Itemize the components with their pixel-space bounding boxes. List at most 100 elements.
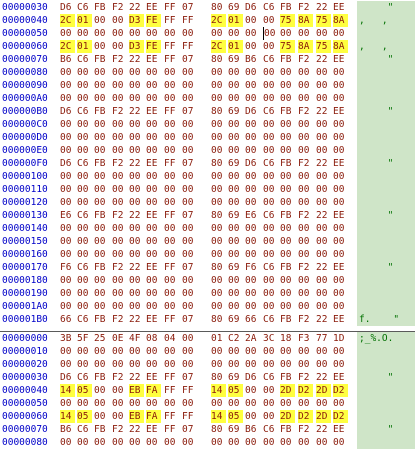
hex-byte[interactable]: F6 <box>60 262 72 273</box>
row-bytes[interactable]: 00 00 00 00 00 00 00 00 00 00 00 00 00 00 00 00 <box>60 274 357 287</box>
hex-byte[interactable]: F2 <box>298 424 310 435</box>
hex-byte[interactable]: 00 <box>333 28 345 39</box>
hex-byte[interactable]: 22 <box>129 314 141 325</box>
hex-byte[interactable]: 00 <box>298 119 310 130</box>
row-bytes[interactable]: 00 00 00 00 00 00 00 00 00 00 00 00 00 00 00 00 <box>60 248 357 261</box>
hex-byte[interactable]: 00 <box>263 301 275 312</box>
hex-byte[interactable]: 66 <box>245 314 257 325</box>
hex-byte[interactable]: FF <box>164 54 176 65</box>
hex-byte[interactable]: 00 <box>211 249 223 260</box>
hex-byte[interactable]: 00 <box>316 119 328 130</box>
hex-byte[interactable]: 00 <box>298 346 310 357</box>
hex-byte[interactable]: 00 <box>146 93 158 104</box>
hex-byte[interactable]: 00 <box>228 437 240 448</box>
hex-byte[interactable]: EE <box>333 314 345 325</box>
hex-byte[interactable]: 2D <box>280 410 295 423</box>
hex-byte[interactable]: 00 <box>263 437 275 448</box>
hex-byte[interactable]: 00 <box>182 197 194 208</box>
hex-byte[interactable]: 22 <box>316 314 328 325</box>
hex-byte[interactable]: 00 <box>316 67 328 78</box>
hex-byte[interactable]: 00 <box>94 119 106 130</box>
hex-byte[interactable]: 00 <box>333 119 345 130</box>
hex-byte[interactable]: 66 <box>60 314 72 325</box>
hex-byte[interactable]: 2D <box>316 410 331 423</box>
hex-byte[interactable]: D2 <box>298 410 313 423</box>
hex-row[interactable]: 00000190 00 00 00 00 00 00 00 00 00 00 00 00 00 00 00 00 <box>0 287 415 300</box>
hex-byte[interactable]: 00 <box>77 249 89 260</box>
hex-byte[interactable]: 00 <box>182 184 194 195</box>
hex-byte[interactable]: EE <box>333 158 345 169</box>
hex-byte[interactable]: 00 <box>182 119 194 130</box>
hex-byte[interactable]: 00 <box>94 145 106 156</box>
hex-byte[interactable]: 00 <box>112 301 124 312</box>
hex-row[interactable]: 000000E0 00 00 00 00 00 00 00 00 00 00 00 00 00 00 00 00 <box>0 144 415 157</box>
hex-row[interactable]: 00000130 E6 C6 FB F2 22 EE FF 07 80 69 E6 C6 FB F2 22 EE… <box>0 209 415 222</box>
hex-byte[interactable]: FF <box>164 372 176 383</box>
row-bytes[interactable]: D6 C6 FB F2 22 EE FF 07 80 69 D6 C6 FB F2 22 EE <box>60 157 357 170</box>
hex-byte[interactable]: 00 <box>245 249 257 260</box>
hex-byte[interactable]: 00 <box>263 346 275 357</box>
hex-byte[interactable]: 69 <box>228 158 240 169</box>
hex-byte[interactable]: 14 <box>60 384 75 397</box>
hex-byte[interactable]: 00 <box>94 15 106 26</box>
hex-byte[interactable]: 00 <box>129 236 141 247</box>
row-ascii[interactable] <box>357 410 415 423</box>
hex-byte[interactable]: 69 <box>228 372 240 383</box>
hex-byte[interactable]: 00 <box>228 301 240 312</box>
hex-byte[interactable]: 00 <box>182 223 194 234</box>
hex-byte[interactable]: FF <box>164 210 176 221</box>
hex-byte[interactable]: 00 <box>94 437 106 448</box>
hex-byte[interactable]: 00 <box>146 236 158 247</box>
hex-byte[interactable]: 07 <box>182 424 194 435</box>
hex-byte[interactable]: 00 <box>112 145 124 156</box>
hex-byte[interactable]: FB <box>94 2 106 13</box>
hex-byte[interactable]: C6 <box>77 314 89 325</box>
hex-byte[interactable]: 69 <box>228 54 240 65</box>
hex-byte[interactable]: 2D <box>280 384 295 397</box>
hex-byte[interactable]: 00 <box>77 132 89 143</box>
hex-byte[interactable]: 00 <box>333 132 345 143</box>
row-bytes[interactable]: E6 C6 FB F2 22 EE FF 07 80 69 E6 C6 FB F2 22 EE <box>60 209 357 222</box>
hex-byte[interactable]: 80 <box>211 2 223 13</box>
hex-byte[interactable]: 22 <box>316 210 328 221</box>
hex-byte[interactable]: 00 <box>316 132 328 143</box>
hex-byte[interactable]: 2C <box>211 14 226 27</box>
hex-row[interactable]: 00000050 00 00 00 00 00 00 00 00 00 00 00 00 00 00 00 00 <box>0 27 415 40</box>
hex-byte[interactable]: 00 <box>245 437 257 448</box>
hex-byte[interactable]: 00 <box>146 28 158 39</box>
row-bytes[interactable]: 00 00 00 00 00 00 00 00 00 00 00 00 00 00 00 00 <box>60 66 357 79</box>
row-bytes[interactable]: D6 C6 FB F2 22 EE FF 07 80 69 D6 C6 FB F2 22 EE <box>60 1 357 14</box>
hex-byte[interactable]: 00 <box>228 28 240 39</box>
hex-byte[interactable]: 00 <box>333 67 345 78</box>
hex-byte[interactable]: 00 <box>94 398 106 409</box>
hex-byte[interactable]: 00 <box>182 132 194 143</box>
hex-byte[interactable]: 00 <box>94 28 106 39</box>
hex-byte[interactable]: 00 <box>211 223 223 234</box>
hex-byte[interactable]: C6 <box>263 424 275 435</box>
hex-byte[interactable]: F2 <box>298 210 310 221</box>
row-ascii[interactable]: " <box>357 105 415 118</box>
hex-byte[interactable]: F2 <box>112 106 124 117</box>
row-ascii[interactable]: , , <box>357 14 415 27</box>
hex-byte[interactable]: EE <box>146 54 158 65</box>
hex-byte[interactable]: 00 <box>77 359 89 370</box>
hex-byte[interactable]: 00 <box>182 333 194 344</box>
hex-byte[interactable]: 75 <box>316 40 331 53</box>
hex-byte[interactable]: 00 <box>60 236 72 247</box>
row-bytes[interactable]: 00 00 00 00 00 00 00 00 00 00 00 00 00 00 00 00 <box>60 345 357 358</box>
row-bytes[interactable]: D6 C6 FB F2 22 EE FF 07 80 69 D6 C6 FB F2 22 EE <box>60 371 357 384</box>
hex-byte[interactable]: 69 <box>228 314 240 325</box>
hex-byte[interactable]: 00 <box>298 145 310 156</box>
hex-byte[interactable]: 00 <box>211 184 223 195</box>
hex-byte[interactable]: 00 <box>182 236 194 247</box>
hex-byte[interactable]: 00 <box>298 28 310 39</box>
hex-byte[interactable]: 00 <box>245 346 257 357</box>
hex-byte[interactable]: D6 <box>60 2 72 13</box>
hex-byte[interactable]: 00 <box>245 145 257 156</box>
hex-byte[interactable]: 00 <box>298 223 310 234</box>
hex-byte[interactable]: 00 <box>129 346 141 357</box>
hex-byte[interactable]: 00 <box>263 411 275 422</box>
hex-byte[interactable]: FF <box>164 158 176 169</box>
hex-byte[interactable]: 00 <box>146 67 158 78</box>
hex-byte[interactable]: 00 <box>77 275 89 286</box>
